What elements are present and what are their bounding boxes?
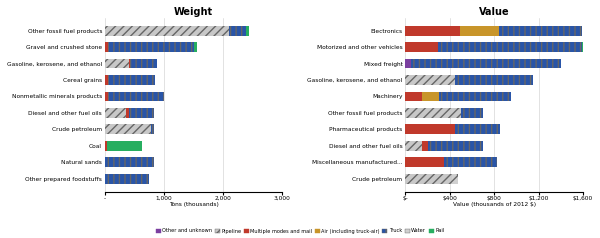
Bar [455,124,500,134]
Bar [406,26,460,35]
Bar [406,174,452,184]
Bar [437,42,582,52]
Title: Value: Value [479,7,509,17]
Bar [422,141,428,151]
Bar [130,59,157,69]
X-axis label: Value (thousands of 2012 $): Value (thousands of 2012 $) [452,202,536,207]
Title: Weight: Weight [174,7,213,17]
Bar [444,157,497,167]
Bar [108,92,164,101]
Bar [406,59,411,69]
Bar [105,26,229,35]
Bar [428,141,483,151]
Bar [406,42,437,52]
Bar [194,42,197,52]
Bar [229,26,246,35]
Bar [126,108,129,118]
Bar [406,157,444,167]
X-axis label: Tons (thousands): Tons (thousands) [169,202,218,207]
Bar [129,108,154,118]
Bar [406,141,422,151]
Bar [107,141,142,151]
Bar [105,124,151,134]
Bar [460,26,499,35]
Bar [499,26,582,35]
Bar [128,59,130,69]
Bar [105,92,108,101]
Bar [422,92,439,101]
Bar [406,92,422,101]
Bar [406,75,455,85]
Bar [108,75,155,85]
Bar [461,108,483,118]
Bar [411,59,561,69]
Bar [105,75,108,85]
Bar [108,42,194,52]
Bar [105,141,107,151]
Bar [151,124,154,134]
Bar [105,157,154,167]
Bar [246,26,249,35]
Bar [455,75,533,85]
Bar [105,42,108,52]
Bar [105,108,126,118]
Bar [582,42,587,52]
Bar [406,108,461,118]
Bar [105,59,128,69]
Bar [439,92,511,101]
Bar [105,174,149,184]
Bar [406,124,455,134]
Bar [452,174,458,184]
Legend: Other and unknown, Pipeline, Multiple modes and mail, Air (including truck-air),: Other and unknown, Pipeline, Multiple mo… [154,227,446,235]
